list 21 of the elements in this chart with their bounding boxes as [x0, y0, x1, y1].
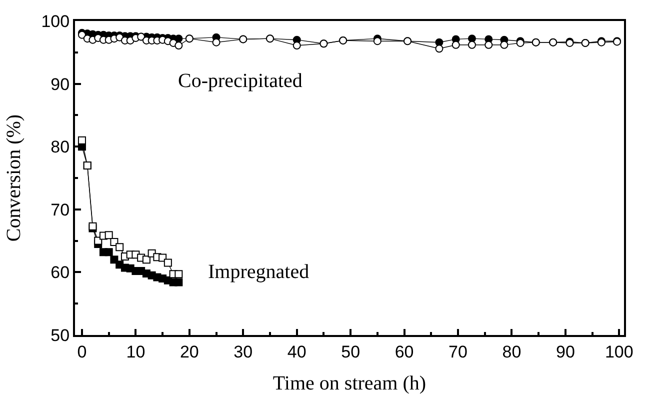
x-tick-label: 10 [126, 342, 146, 362]
x-tick-label: 60 [394, 342, 414, 362]
annotation: Impregnated [208, 261, 310, 283]
y-tick-label: 100 [41, 12, 70, 31]
x-tick-label: 0 [77, 342, 87, 362]
x-tick-label: 100 [604, 342, 634, 362]
annotation: Co-precipitated [178, 70, 302, 92]
x-tick-label: 80 [502, 342, 522, 362]
x-tick-label: 30 [234, 342, 253, 362]
x-tick-label: 40 [287, 342, 306, 362]
y-tick-label: 70 [50, 200, 70, 220]
x-tick-label: 20 [180, 342, 199, 362]
x-tick-label: 90 [556, 342, 575, 362]
y-tick-label: 60 [50, 263, 70, 282]
y-axis-title: Conversion (%) [3, 114, 26, 242]
x-tick-label: 50 [341, 342, 360, 362]
y-tick-label: 90 [50, 74, 70, 94]
y-tick-label: 80 [50, 138, 70, 157]
y-tick-label: 50 [50, 326, 70, 345]
x-axis-title: Time on stream (h) [272, 372, 426, 394]
x-tick-label: 70 [448, 342, 468, 362]
